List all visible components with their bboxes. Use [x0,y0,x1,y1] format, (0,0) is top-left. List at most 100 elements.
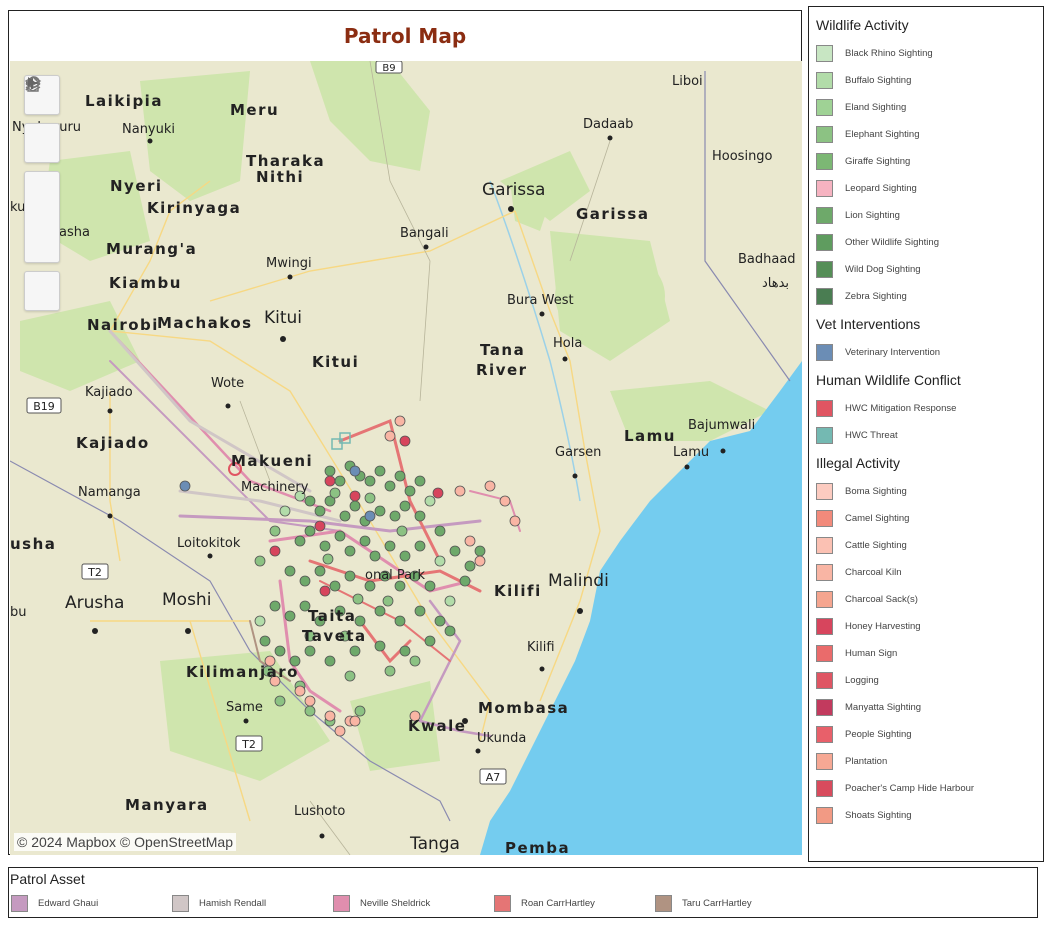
map-attribution[interactable]: © 2024 Mapbox © OpenStreetMap [14,833,236,851]
label-wote: Wote [211,376,244,391]
legend-item[interactable]: Shoats Sighting [816,802,1043,829]
label-ukunda: Ukunda [477,731,526,746]
legend-section: Vet Interventions Veterinary Intervention [816,314,1043,366]
legend-swatch [816,726,833,743]
legend-swatch [816,288,833,305]
legend-swatch [816,645,833,662]
legend-swatch [816,45,833,62]
label-kilifi-region: Kilifi [494,582,542,600]
play-icon[interactable] [25,77,61,310]
legend-swatch [816,126,833,143]
legend-swatch [816,180,833,197]
legend-item[interactable]: Wild Dog Sighting [816,256,1043,283]
map-canvas[interactable]: B9 B19 T2 T2 A7 Laikipia Meru Liboi Nyah… [10,61,802,855]
legend-label: Manyatta Sighting [845,702,922,713]
legend-item[interactable]: Giraffe Sighting [816,148,1043,175]
patrol-asset-item[interactable]: Roan CarrHartley [494,895,655,912]
legend-item[interactable]: Elephant Sighting [816,121,1043,148]
patrol-asset-swatch [333,895,350,912]
label-lamu-region: Lamu [624,427,676,445]
legend-swatch [816,153,833,170]
legend-label: Veterinary Intervention [845,347,941,358]
legend-item[interactable]: Cattle Sighting [816,532,1043,559]
legend-item[interactable]: Plantation [816,748,1043,775]
label-kiambu: Kiambu [109,274,182,292]
sighting-markers [179,415,521,737]
legend-item[interactable]: Charcoal Kiln [816,559,1043,586]
legend-section: Wildlife Activity Black Rhino Sighting Buf… [816,15,1043,310]
patrol-asset-item[interactable]: Taru CarrHartley [655,895,816,912]
legend-item[interactable]: Boma Sighting [816,478,1043,505]
patrol-asset-heading: Patrol Asset [10,871,85,887]
legend-label: Buffalo Sighting [845,75,912,86]
label-tanga: Tanga [409,834,460,854]
label-kajiado-region: Kajiado [76,434,150,452]
legend-item[interactable]: Eland Sighting [816,94,1043,121]
patrol-asset-swatch [655,895,672,912]
label-taveta: Taveta [302,627,367,645]
legend-item[interactable]: Charcoal Sack(s) [816,586,1043,613]
legend-item[interactable]: HWC Threat [816,422,1043,449]
legend-item[interactable]: HWC Mitigation Response [816,395,1043,422]
legend-swatch [816,672,833,689]
home-icon[interactable] [25,76,61,262]
label-lushoto: Lushoto [294,804,345,819]
zoom-out-icon[interactable] [25,82,61,232]
patrol-asset-label: Edward Ghaui [38,898,99,909]
label-lamu-city: Lamu [673,445,709,460]
legend-label: Giraffe Sighting [845,156,911,167]
legend-item[interactable]: Veterinary Intervention [816,339,1043,366]
label-machinery: Machinery [241,480,309,495]
legend-item[interactable]: Human Sign [816,640,1043,667]
legend-item[interactable]: Zebra Sighting [816,283,1043,310]
label-moshi: Moshi [162,590,211,610]
border-somalia [704,71,791,382]
legend-item[interactable]: Lion Sighting [816,202,1043,229]
legend-label: Camel Sighting [845,513,910,524]
legend-item[interactable]: Leopard Sighting [816,175,1043,202]
patrol-asset-label: Roan CarrHartley [521,898,595,909]
map-title: Patrol Map [343,24,467,48]
label-nairobi: Nairobi [87,316,159,334]
legend-item[interactable]: Black Rhino Sighting [816,40,1043,67]
legend-item[interactable]: Manyatta Sighting [816,694,1043,721]
legend-label: Charcoal Kiln [845,567,902,578]
tana-river [489,180,581,502]
play-control-group [24,77,61,311]
patrol-asset-item[interactable]: Hamish Rendall [172,895,333,912]
patrol-asset-item[interactable]: Neville Sheldrick [333,895,494,912]
zoom-in-icon[interactable] [25,77,61,202]
legend-swatch [816,207,833,224]
label-laikipia: Laikipia [85,92,163,110]
legend-item[interactable]: Buffalo Sighting [816,67,1043,94]
label-tharaka: Tharaka [246,152,325,170]
legend-swatch [816,807,833,824]
label-nyeri: Nyeri [110,177,163,195]
label-usha: usha [10,535,56,553]
patrol-asset-swatch [172,895,189,912]
patrol-asset-label: Neville Sheldrick [360,898,431,909]
legend-swatch [816,753,833,770]
label-taita: Taita [308,607,356,625]
label-garissa-city: Garissa [482,180,545,200]
svg-text:B19: B19 [33,400,55,413]
label-garsen: Garsen [555,445,601,460]
legend-item[interactable]: Other Wildlife Sighting [816,229,1043,256]
legend-item[interactable]: Honey Harvesting [816,613,1043,640]
label-kilimanjaro: Kilimanjaro [186,663,299,681]
road-shield-t2-b: T2 [235,735,263,752]
legend-label: Shoats Sighting [845,810,912,821]
layers-icon[interactable] [24,76,61,162]
patrol-asset-item[interactable]: Edward Ghaui [11,895,172,912]
legend-item[interactable]: Logging [816,667,1043,694]
map-svg[interactable]: B9 B19 T2 T2 A7 Laikipia Meru Liboi Nyah… [10,61,802,855]
zoom-control-group [24,76,61,263]
label-nanyuki: Nanyuki [122,122,175,137]
legend-item[interactable]: Camel Sighting [816,505,1043,532]
legend-swatch [816,537,833,554]
label-murang: Murang'a [106,240,197,258]
legend-item[interactable]: People Sighting [816,721,1043,748]
patrol-asset-label: Hamish Rendall [199,898,267,909]
legend-swatch [816,72,833,89]
legend-item[interactable]: Poacher's Camp Hide Harbour [816,775,1043,802]
